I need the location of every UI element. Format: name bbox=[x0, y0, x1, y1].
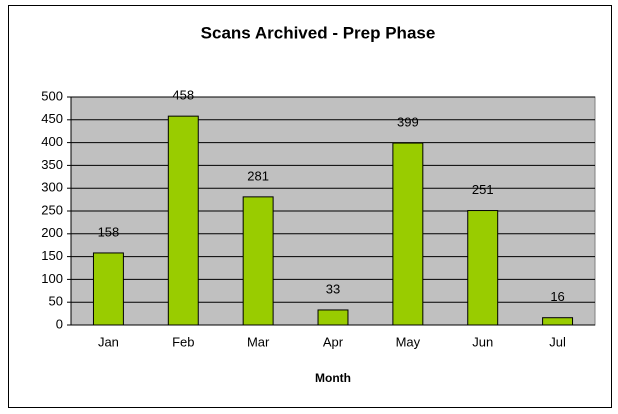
data-label: 399 bbox=[397, 114, 419, 129]
x-tick-label: Jun bbox=[472, 334, 493, 349]
y-tick-label: 200 bbox=[41, 225, 63, 240]
y-tick-label: 100 bbox=[41, 271, 63, 286]
data-label: 158 bbox=[98, 224, 120, 239]
x-tick-label: Feb bbox=[172, 334, 194, 349]
data-label: 251 bbox=[472, 182, 494, 197]
bar bbox=[167, 115, 199, 326]
y-tick-label: 250 bbox=[41, 202, 63, 217]
y-tick-label: 500 bbox=[41, 88, 63, 103]
bar bbox=[317, 309, 349, 326]
y-tick-label: 450 bbox=[41, 111, 63, 126]
y-tick-label: 400 bbox=[41, 134, 63, 149]
x-tick-label: May bbox=[396, 334, 421, 349]
data-label: 458 bbox=[172, 88, 194, 103]
chart-title: Scans Archived - Prep Phase bbox=[201, 23, 436, 42]
x-tick-label: Apr bbox=[323, 334, 344, 349]
bar bbox=[92, 252, 124, 326]
x-tick-label: Mar bbox=[247, 334, 270, 349]
y-tick-label: 300 bbox=[41, 180, 63, 195]
y-tick-label: 350 bbox=[41, 157, 63, 172]
y-tick-label: 0 bbox=[56, 316, 63, 331]
data-label: 281 bbox=[247, 168, 269, 183]
y-tick-label: 50 bbox=[49, 294, 63, 309]
x-tick-label: Jul bbox=[549, 334, 566, 349]
data-label: 33 bbox=[326, 281, 340, 296]
y-tick-label: 150 bbox=[41, 248, 63, 263]
x-tick-label: Jan bbox=[98, 334, 119, 349]
bar bbox=[392, 142, 424, 326]
x-axis-label: Month bbox=[315, 371, 351, 385]
data-label: 16 bbox=[550, 289, 564, 304]
bar bbox=[467, 210, 499, 326]
bar bbox=[542, 317, 574, 326]
bar bbox=[242, 196, 274, 326]
